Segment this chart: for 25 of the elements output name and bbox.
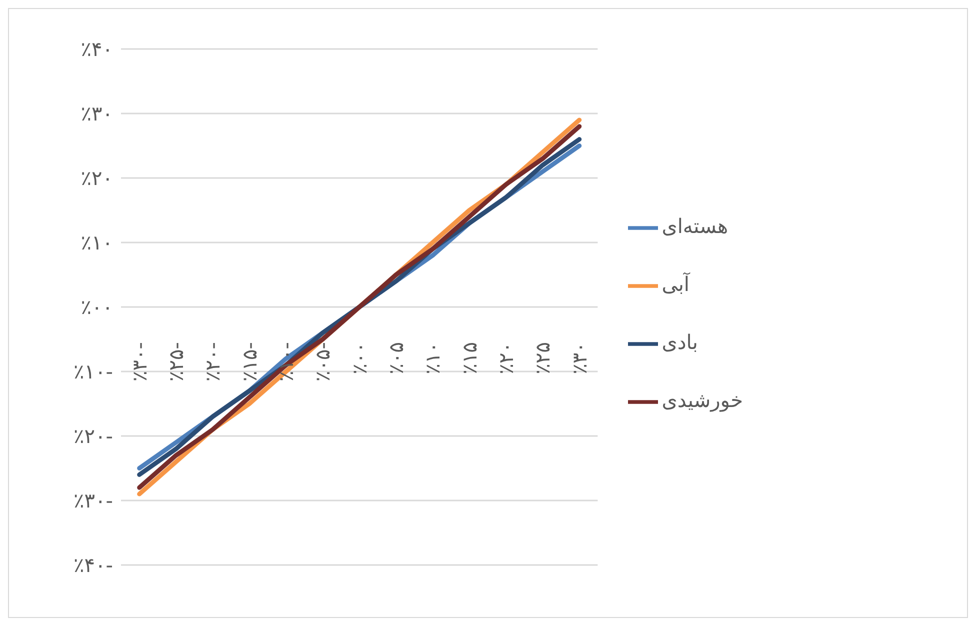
x-tick-label: ٪۳۰	[567, 342, 592, 374]
x-tick-label: ٪۰۵-	[310, 342, 335, 382]
y-tick-label: ٪۴۰-	[74, 553, 113, 578]
x-tick-label: ٪۱۵-	[237, 342, 262, 382]
y-tick-label: ٪۳۰	[80, 102, 113, 126]
x-tick-label: ٪۰۰	[347, 342, 372, 374]
y-tick-label: ٪۲۰-	[74, 424, 113, 448]
x-tick-label: ٪۱۰	[420, 342, 445, 374]
y-tick-label: ٪۱۰	[80, 230, 113, 255]
x-tick-label: ٪۰۵	[384, 342, 408, 374]
legend-label: خورشیدی	[662, 388, 743, 412]
x-tick-label: ٪۲۰-	[200, 342, 225, 382]
legend-label: آبی	[662, 272, 690, 296]
y-tick-label: ٪۴۰	[80, 37, 113, 62]
legend-label: بادی	[662, 330, 698, 354]
x-tick-label: ٪۱۰-	[274, 342, 298, 382]
y-tick-label: ٪۲۰	[80, 166, 113, 190]
x-tick-label: ٪۳۰-	[127, 342, 152, 382]
x-tick-label: ٪۱۵	[457, 342, 482, 374]
legend-label: هسته‌ای	[662, 214, 728, 238]
x-tick-label: ٪۲۰	[494, 342, 518, 374]
y-tick-label: ٪۳۰-	[74, 488, 113, 513]
x-tick-label: ٪۲۵	[530, 342, 555, 374]
x-tick-label: ٪۲۵-	[164, 342, 188, 382]
y-tick-label: ٪۰۰	[80, 295, 113, 320]
